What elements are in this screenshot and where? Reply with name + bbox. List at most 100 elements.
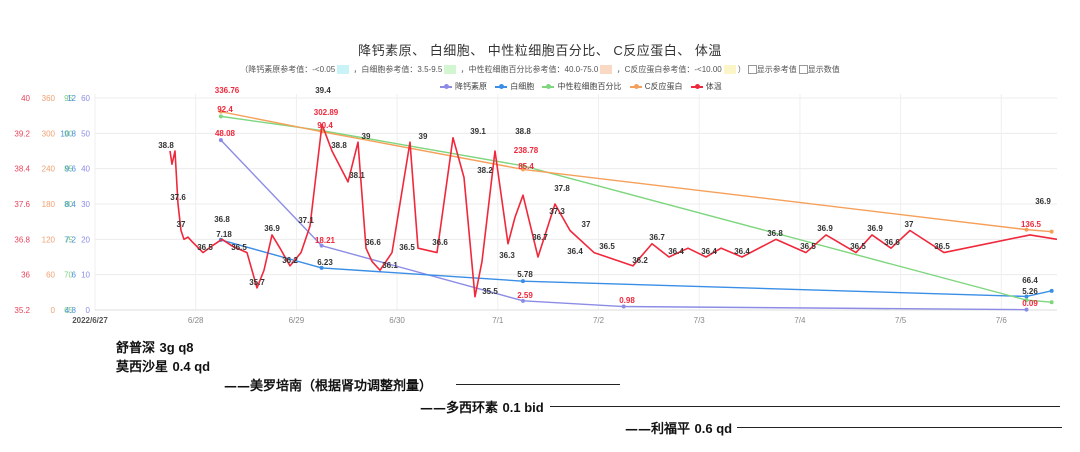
data-label: 39 [419,132,428,141]
y-tick-label: 7.2 [65,235,77,244]
ref-neut: ，中性粒细胞百分比参考值：40.0-75.0 [460,65,599,74]
y-tick-label: 12 [67,94,76,103]
data-label: 136.5 [1021,220,1042,229]
series-point[interactable] [1049,229,1054,234]
y-tick-label: 36.8 [14,235,30,244]
med-annotation-doxycycline: ——多西环素 0.1 bid [420,400,544,416]
data-label: 66.4 [1022,276,1038,285]
y-axes: 35.23636.837.638.439.2400601201802403003… [14,94,90,315]
ref-prefix: （ [240,65,249,74]
series-point[interactable] [520,279,525,284]
x-axis: 2022/6/27 6/28 6/29 6/30 7/1 7/2 7/3 7/4 7/5 7/6 [72,309,1057,325]
y-tick-label: 60 [46,271,55,280]
data-label: 36.5 [850,242,866,251]
series-point[interactable] [218,109,223,114]
data-label: 36.5 [231,243,247,252]
legend-item-temp[interactable]: 体温 [690,81,722,92]
y-tick-label: 0 [86,306,91,315]
data-label: 2.59 [517,291,533,300]
series-point[interactable] [1024,294,1029,299]
legend-item-pct[interactable]: 降钙素原 [440,81,487,92]
y-tick-label: 6 [72,271,77,280]
y-tick-label: 120 [42,235,56,244]
show-reference-label[interactable]: 显示参考值 [756,65,797,74]
data-label: 39.4 [315,86,331,95]
series-point[interactable] [520,163,525,168]
legend-marker-icon [542,83,555,89]
y-tick-label: 35.2 [14,306,30,315]
y-tick-label: 95 [64,94,73,103]
show-reference-checkbox[interactable] [747,65,757,75]
data-label: 35.7 [249,278,265,287]
series-point[interactable] [1024,307,1029,312]
x-tick-label: 6/30 [389,316,405,325]
x-tick-label: 6/28 [188,316,204,325]
x-tick-label: 7/3 [694,316,706,325]
ref-crp: ，C反应蛋白参考值：-<10.00 [616,65,722,74]
series-point[interactable] [218,138,223,143]
data-label: 0.09 [1022,299,1038,308]
series-point[interactable] [621,304,626,309]
y-tick-label: 75 [64,235,73,244]
med-annotation-sulperazon: 舒普深 3g q8 [116,340,194,356]
data-label: 36.5 [197,243,213,252]
data-label: 36.8 [214,215,230,224]
ref-suffix: ） [737,65,746,74]
data-label: 238.78 [514,146,539,155]
y-tick-label: 40 [81,165,90,174]
ref-pct: 降钙素原参考值：-<0.05 [248,65,336,74]
data-label: 36.6 [432,238,448,247]
y-tick-label: 10 [81,271,90,280]
data-label: 38.2 [477,166,493,175]
series-point[interactable] [520,167,525,172]
legend-item-neut[interactable]: 中性粒细胞百分比 [542,81,621,92]
data-label: 48.08 [215,129,236,138]
data-label: 38.1 [349,171,365,180]
y-tick-label: 0 [51,306,56,315]
data-label: 36.3 [499,251,515,260]
data-labels: 38.837.63736.536.87.1836.535.736.936.237… [158,86,1051,308]
y-tick-label: 90 [64,129,73,138]
y-tick-label: 38.4 [14,165,30,174]
series-line [220,239,1052,298]
y-tick-label: 39.2 [14,129,30,138]
rifampicin-duration-line [737,427,1062,428]
ref-crp-swatch [723,65,736,75]
series-point[interactable] [1049,288,1054,293]
y-tick-label: 8.4 [65,200,77,209]
show-values-label[interactable]: 显示数值 [807,65,840,74]
data-label: 90.4 [317,121,333,130]
series-line [220,110,1052,233]
y-tick-label: 70 [64,271,73,280]
series-lines [169,109,1058,312]
series-point[interactable] [520,298,525,303]
series-point[interactable] [1024,298,1029,303]
series-point[interactable] [1024,227,1029,232]
data-label: 36.2 [282,256,298,265]
data-label: 36.6 [365,238,381,247]
data-label: 36.5 [934,242,950,251]
legend-marker-icon [440,83,452,89]
legend-item-wbc[interactable]: 白细胞 [495,81,534,92]
data-label: 36.7 [532,233,548,242]
y-tick-label: 180 [42,200,56,209]
series-point[interactable] [218,114,223,119]
y-tick-label: 30 [81,200,90,209]
show-values-checkbox[interactable] [798,65,808,75]
y-tick-label: 9.6 [65,165,77,174]
data-label: 5.26 [1022,287,1038,296]
data-label: 85.4 [518,162,534,171]
x-tick-label: 7/4 [794,316,806,325]
x-tick-label: 7/2 [593,316,605,325]
legend-marker-icon [629,83,642,89]
legend-item-crp[interactable]: C反应蛋白 [629,81,682,92]
y-tick-label: 4.8 [65,306,77,315]
series-point[interactable] [319,265,324,270]
y-tick-label: 80 [64,200,73,209]
data-label: 36.6 [884,238,900,247]
series-point[interactable] [1049,300,1054,305]
meropenem-duration-line [456,384,620,385]
reference-values-bar: （降钙素原参考值：-<0.05 ，白细胞参考值：3.5-9.5 ，中性粒细胞百分… [0,64,1080,75]
series-point[interactable] [319,243,324,248]
